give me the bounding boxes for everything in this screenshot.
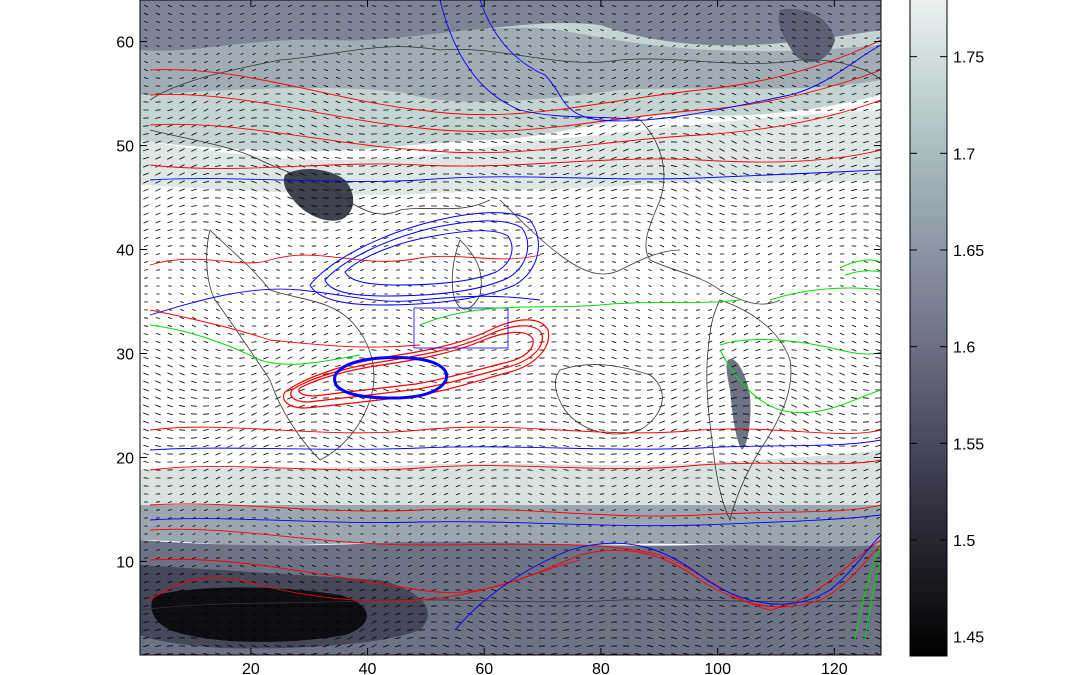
- blue-contours: [149, 0, 881, 631]
- y-tick-label: 60: [116, 35, 134, 52]
- blue-ring: [344, 230, 513, 286]
- colorbar-tick-label: 1.7: [953, 146, 975, 163]
- blue-contour: [479, 0, 881, 122]
- wind-vector-field: [142, 4, 881, 655]
- blue-contour: [454, 534, 881, 631]
- red-contour: [149, 559, 581, 602]
- map-plot: 20 40 60 80 100 120 10 20 30 40 50 60: [116, 0, 882, 675]
- red-contour: [149, 254, 541, 266]
- red-contour: [149, 426, 881, 434]
- field-band-andes: [726, 359, 751, 450]
- red-contour: [149, 149, 881, 169]
- green-contour: [769, 287, 881, 301]
- green-contour: [419, 299, 741, 326]
- y-tick-label: 40: [116, 243, 134, 260]
- region-box: [413, 307, 509, 349]
- red-contour: [149, 99, 881, 154]
- coast-south-america: [706, 299, 792, 522]
- wind-vectors: [142, 4, 881, 655]
- coast-north-america: [639, 119, 781, 305]
- axis-ticks: 20 40 60 80 100 120 10 20 30 40 50 60: [116, 0, 881, 675]
- colorbar-tick-label: 1.6: [953, 340, 975, 357]
- green-contour: [149, 324, 361, 365]
- plot-frame: [139, 0, 882, 656]
- coast-australia: [555, 364, 663, 435]
- coast-africa: [206, 229, 375, 461]
- coast-se-asia: [499, 199, 681, 275]
- colorbar-ticks: 1.451.51.551.61.651.71.751.8: [910, 50, 984, 647]
- green-contour: [854, 544, 881, 641]
- blue-contour: [149, 439, 881, 451]
- red-contours: [149, 39, 881, 611]
- colorbar-tick-label: 1.55: [953, 436, 984, 453]
- red-contour: [149, 528, 881, 611]
- red-contour: [149, 39, 881, 116]
- y-tick-label: 20: [116, 450, 134, 467]
- field-band-polar-lobe: [778, 8, 835, 63]
- colorbar-tick-label: 1.45: [953, 630, 984, 647]
- red-contour: [149, 503, 881, 517]
- colorbar: 1.451.51.551.61.651.71.751.8: [909, 0, 984, 657]
- coast-antarctica: [140, 599, 881, 611]
- green-contour: [719, 339, 881, 355]
- blue-contour: [149, 514, 881, 527]
- red-contour: [149, 69, 881, 132]
- x-tick-label: 80: [592, 661, 610, 675]
- plot-area: [140, 0, 881, 655]
- red-ring: [290, 325, 543, 403]
- x-tick-label: 40: [359, 661, 377, 675]
- coastlines: [140, 46, 881, 611]
- colorbar-tick-label: 1.65: [953, 243, 984, 260]
- y-tick-label: 10: [116, 554, 134, 571]
- blue-contour-rings: [309, 212, 539, 400]
- y-tick-label: 50: [116, 139, 134, 156]
- green-contour: [719, 349, 881, 414]
- red-ring: [298, 331, 534, 397]
- red-contour: [149, 459, 881, 471]
- x-tick-label: 100: [704, 661, 731, 675]
- y-tick-label: 30: [116, 346, 134, 363]
- colorbar-tick-label: 1.75: [953, 50, 984, 67]
- coast-europe-asia: [149, 46, 881, 101]
- blue-ring: [324, 220, 529, 297]
- blue-ring: [309, 212, 539, 306]
- x-tick-label: 60: [475, 661, 493, 675]
- coast-europe-south: [149, 129, 491, 215]
- field-band-south-black: [151, 587, 367, 642]
- x-tick-label: 20: [242, 661, 260, 675]
- field-band-south-mid: [140, 450, 881, 505]
- x-tick-label: 120: [821, 661, 848, 675]
- green-contours: [149, 259, 881, 641]
- red-contour: [149, 544, 881, 608]
- colorbar-scale: [909, 0, 948, 657]
- blue-contour: [149, 169, 881, 182]
- green-contour: [839, 259, 881, 276]
- colorbar-tick-label: 1.5: [953, 533, 975, 550]
- blue-ring-strong: [333, 356, 449, 400]
- blue-contour: [439, 0, 641, 121]
- red-contour: [149, 309, 421, 348]
